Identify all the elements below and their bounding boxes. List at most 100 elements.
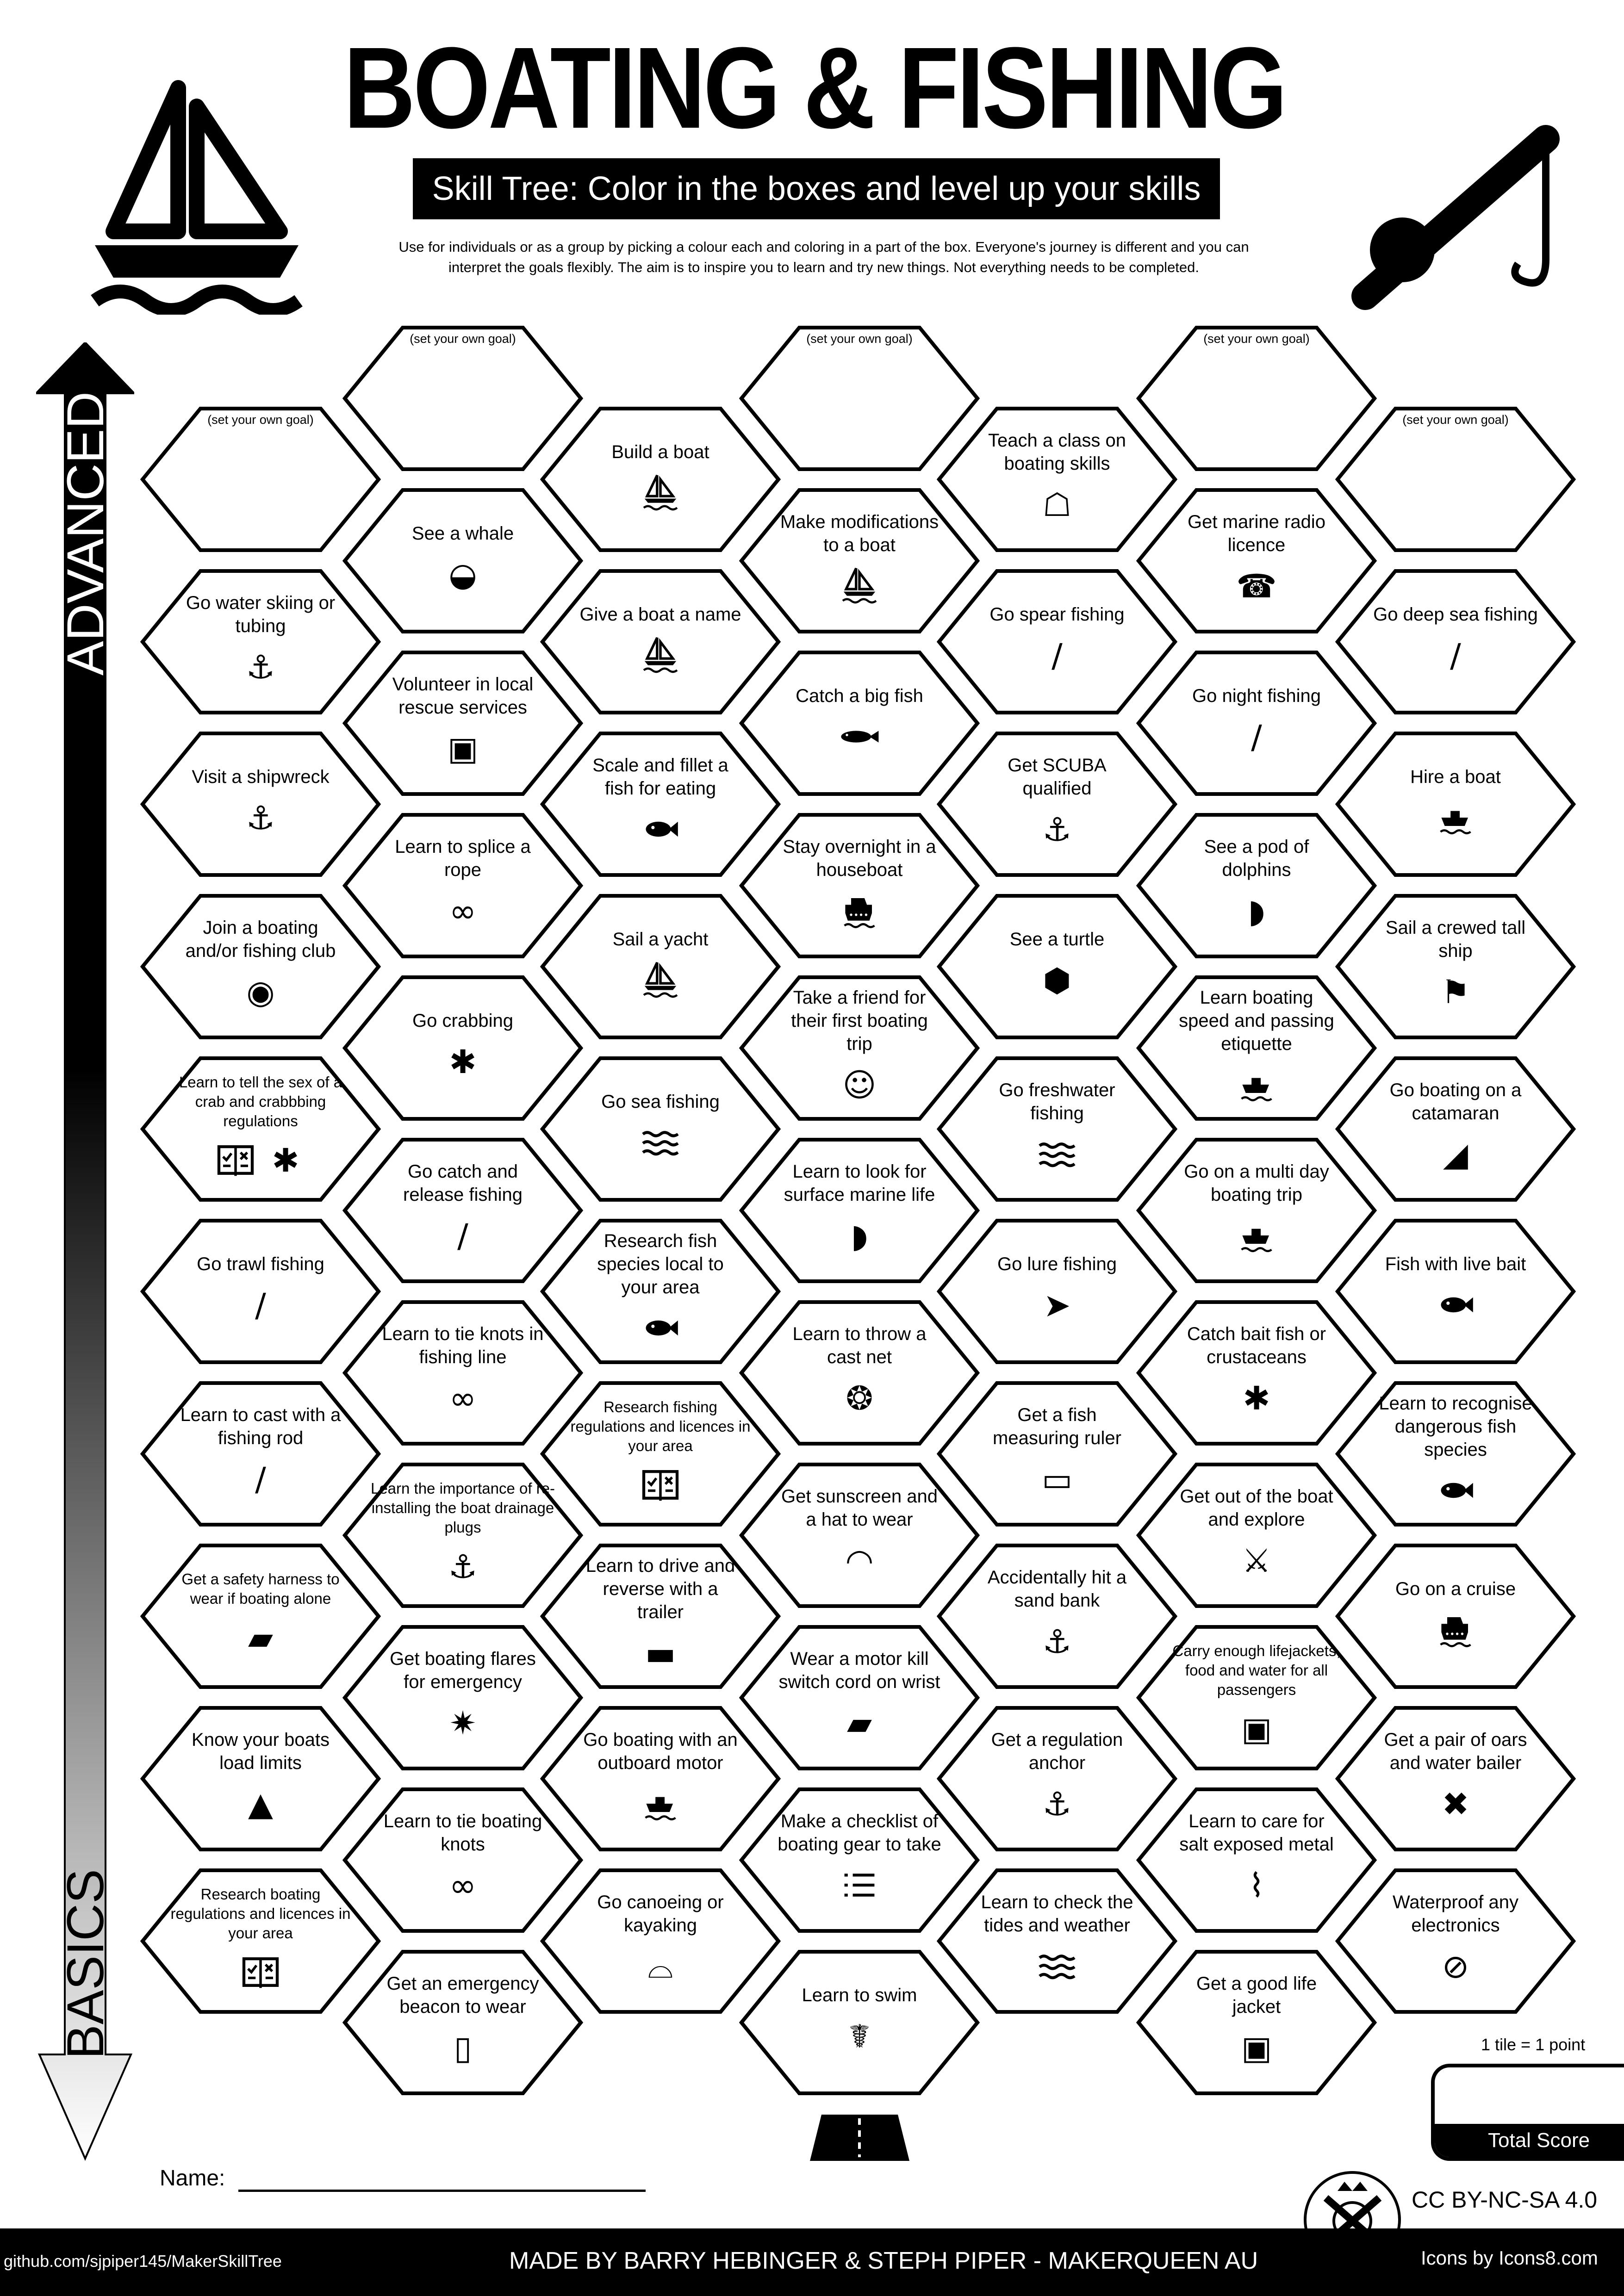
hex-tile[interactable]: Get a regulation anchor ⚓ (937, 1706, 1177, 1852)
hex-tile[interactable]: Get a safety harness to wear if boating … (140, 1543, 381, 1689)
hex-tile[interactable]: Learn to check the tides and weather (937, 1868, 1177, 2014)
skill-icons: ⚓ (1036, 808, 1078, 850)
hex-tile[interactable]: Waterproof any electronics ⊘ (1335, 1868, 1576, 2014)
svg-text:◢: ◢ (1443, 1136, 1468, 1173)
skill-icons (640, 634, 681, 676)
hex-tile[interactable]: See a turtle ⬢ (937, 894, 1177, 1040)
hex-tile[interactable]: Carry enough lifejackets, food and water… (1136, 1625, 1377, 1771)
hex-tile[interactable]: Go catch and release fishing ∕ (342, 1137, 583, 1284)
hex-tile[interactable]: Learn to care for salt exposed metal ⌇ (1136, 1787, 1377, 1933)
hex-tile[interactable]: Get a good life jacket ▣ (1136, 1949, 1377, 2096)
hex-tile[interactable]: Get out of the boat and explore ⚔ (1136, 1462, 1377, 1608)
hex-tile[interactable]: Research fishing regulations and licence… (540, 1381, 781, 1527)
svg-text:⚔: ⚔ (1242, 1542, 1271, 1580)
hex-tile-custom-goal[interactable]: (set your own goal) (1335, 406, 1576, 552)
svg-text:⚓: ⚓ (246, 648, 275, 686)
hex-tile-custom-goal[interactable]: (set your own goal) (739, 325, 980, 472)
hex-tile[interactable]: Take a friend for their first boating tr… (739, 975, 980, 1121)
hex-tile[interactable]: See a pod of dolphins ◗ (1136, 813, 1377, 959)
hex-outline (937, 732, 1177, 877)
hex-tile[interactable]: Visit a shipwreck ⚓ (140, 731, 381, 877)
hex-tile[interactable]: Go on a cruise (1335, 1543, 1576, 1689)
hex-tile[interactable]: Go crabbing ✱ (342, 975, 583, 1121)
hex-tile[interactable]: Volunteer in local rescue services ▣ (342, 650, 583, 796)
hex-tile[interactable]: Go on a multi day boating trip (1136, 1137, 1377, 1284)
hex-tile[interactable]: Learn to throw a cast net ❂ (739, 1300, 980, 1446)
hex-tile-custom-goal[interactable]: (set your own goal) (1136, 325, 1377, 472)
hex-tile[interactable]: Get a pair of oars and water bailer ✖ (1335, 1706, 1576, 1852)
hex-tile[interactable]: Learn to recognise dangerous fish specie… (1335, 1381, 1576, 1527)
hex-tile[interactable]: Go trawl fishing ∕ (140, 1218, 381, 1365)
hex-tile[interactable]: Get an emergency beacon to wear ▯ (342, 1949, 583, 2096)
hex-tile[interactable]: Go freshwater fishing (937, 1056, 1177, 1202)
hex-tile[interactable]: Learn to drive and reverse with a traile… (540, 1543, 781, 1689)
hex-outline (739, 326, 980, 471)
hex-tile[interactable]: Go boating with an outboard motor (540, 1706, 781, 1852)
hex-tile-custom-goal[interactable]: (set your own goal) (140, 406, 381, 552)
ruler-icon: ▭ (1042, 1460, 1072, 1498)
hex-outline (540, 1706, 781, 1851)
hex-tile[interactable]: Get boating flares for emergency ✷ (342, 1625, 583, 1771)
lure-icon: ➤ (1044, 1286, 1071, 1324)
hex-tile[interactable]: Get marine radio licence ☎ (1136, 488, 1377, 634)
hex-tile[interactable]: Go sea fishing (540, 1056, 781, 1202)
hex-tile[interactable]: Go night fishing ∕ (1136, 650, 1377, 796)
hex-outline (1335, 1868, 1576, 2014)
svg-text:∕: ∕ (255, 1286, 266, 1324)
hex-tile[interactable]: Make a checklist of boating gear to take (739, 1787, 980, 1933)
hex-tile[interactable]: Teach a class on boating skills ☖ (937, 406, 1177, 552)
hex-tile[interactable]: Know your boats load limits ▲ (140, 1706, 381, 1852)
hex-tile[interactable]: Learn to tie knots in fishing line ∞ (342, 1300, 583, 1446)
dolphin-icon: ◗ (851, 1217, 868, 1255)
hex-tile[interactable]: Get SCUBA qualified ⚓ (937, 731, 1177, 877)
hex-tile[interactable]: Learn to swim ☤ (739, 1949, 980, 2096)
hex-tile[interactable]: Learn to look for surface marine life ◗ (739, 1137, 980, 1284)
hex-tile[interactable]: Build a boat (540, 406, 781, 552)
hex-tile[interactable]: Learn to tie boating knots ∞ (342, 1787, 583, 1933)
hex-tile[interactable]: See a whale ◒ (342, 488, 583, 634)
hex-tile[interactable]: Sail a yacht (540, 894, 781, 1040)
hex-tile[interactable]: Fish with live bait (1335, 1218, 1576, 1365)
skill-label: Learn to check the tides and weather (981, 1892, 1133, 1936)
hex-tile[interactable]: Hire a boat (1335, 731, 1576, 877)
flare-icon: ✷ (449, 1704, 477, 1742)
hex-outline (1136, 1138, 1377, 1283)
hex-tile[interactable]: Learn to tell the sex of a crab and crab… (140, 1056, 381, 1202)
total-score-box[interactable]: Total Score (1431, 2064, 1624, 2161)
hex-tile[interactable]: Learn to splice a rope ∞ (342, 813, 583, 959)
skill-icons: ☺ (839, 1064, 880, 1105)
hex-tile[interactable]: Research boating regulations and licence… (140, 1868, 381, 2014)
hex-tile[interactable]: Go water skiing or tubing ⚓ (140, 569, 381, 715)
hex-tile[interactable]: Give a boat a name (540, 569, 781, 715)
hex-tile-custom-goal[interactable]: (set your own goal) (342, 325, 583, 472)
svg-text:◉: ◉ (246, 973, 274, 1011)
hex-tile[interactable]: Go deep sea fishing ∕ (1335, 569, 1576, 715)
hex-tile[interactable]: Catch bait fish or crustaceans ✱ (1136, 1300, 1377, 1446)
advanced-label: ADVANCED (56, 391, 114, 676)
hex-tile[interactable]: Wear a motor kill switch cord on wrist ▰ (739, 1625, 980, 1771)
name-input[interactable] (238, 2190, 646, 2192)
hex-tile[interactable]: Learn the importance of re-installing th… (342, 1462, 583, 1608)
skill-icons: ⚓ (240, 797, 281, 838)
icons-credit-link[interactable]: Icons by Icons8.com (1421, 2247, 1598, 2269)
skill-icons: ∕ (1236, 716, 1277, 757)
skill-icons (640, 472, 681, 514)
hex-tile[interactable]: Stay overnight in a houseboat (739, 813, 980, 959)
hex-tile[interactable]: Go spear fishing ∕ (937, 569, 1177, 715)
hex-tile[interactable]: Get a fish measuring ruler ▭ (937, 1381, 1177, 1527)
hex-tile[interactable]: Join a boating and/or fishing club ◉ (140, 894, 381, 1040)
hex-tile[interactable]: Go boating on a catamaran ◢ (1335, 1056, 1576, 1202)
hex-tile[interactable]: Research fish species local to your area (540, 1218, 781, 1365)
hex-tile[interactable]: Accidentally hit a sand bank ⚓ (937, 1543, 1177, 1689)
github-link[interactable]: github.com/sjpiper145/MakerSkillTree (4, 2252, 282, 2271)
hex-tile[interactable]: Sail a crewed tall ship ⚑ (1335, 894, 1576, 1040)
hex-tile[interactable]: Make modifications to a boat (739, 488, 980, 634)
hex-tile[interactable]: Go canoeing or kayaking ⌓ (540, 1868, 781, 2014)
hex-tile[interactable]: Get sunscreen and a hat to wear ◠ (739, 1462, 980, 1608)
hex-tile[interactable]: Learn to cast with a fishing rod ∕ (140, 1381, 381, 1527)
skill-icons (1435, 1609, 1476, 1651)
hex-tile[interactable]: Catch a big fish (739, 650, 980, 796)
hex-tile[interactable]: Scale and fillet a fish for eating (540, 731, 781, 877)
hex-tile[interactable]: Learn boating speed and passing etiquett… (1136, 975, 1377, 1121)
hex-tile[interactable]: Go lure fishing ➤ (937, 1218, 1177, 1365)
